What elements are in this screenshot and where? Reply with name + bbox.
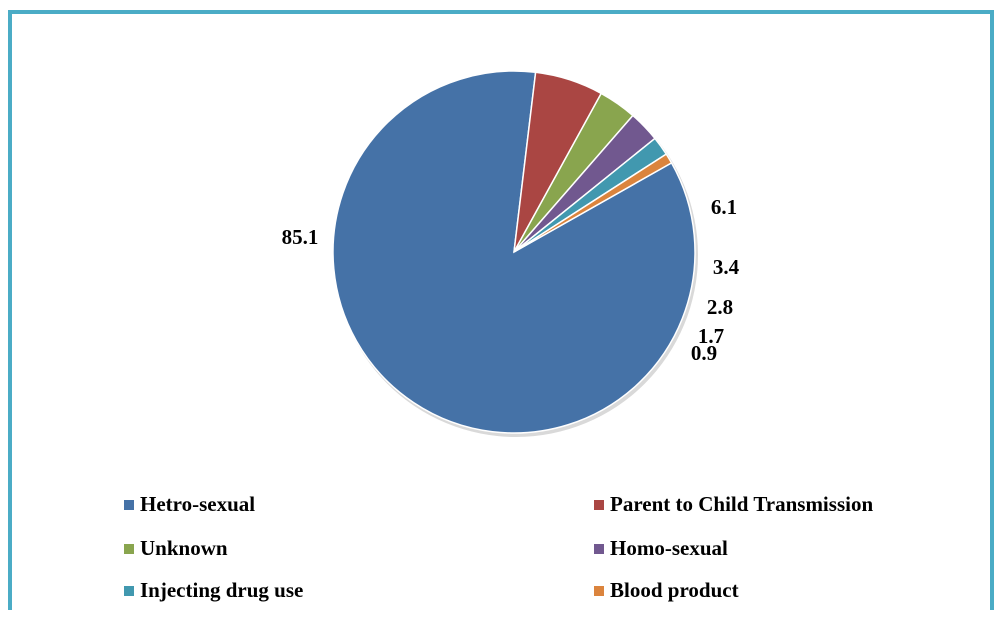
data-label: 1.7: [698, 324, 724, 348]
data-label: 6.1: [711, 195, 737, 219]
data-label: 3.4: [713, 255, 740, 279]
data-label: 85.1: [282, 225, 319, 249]
data-label: 0.9: [691, 341, 717, 365]
data-label: 2.8: [707, 295, 733, 319]
pie-slice-blood-product: [513, 153, 673, 253]
